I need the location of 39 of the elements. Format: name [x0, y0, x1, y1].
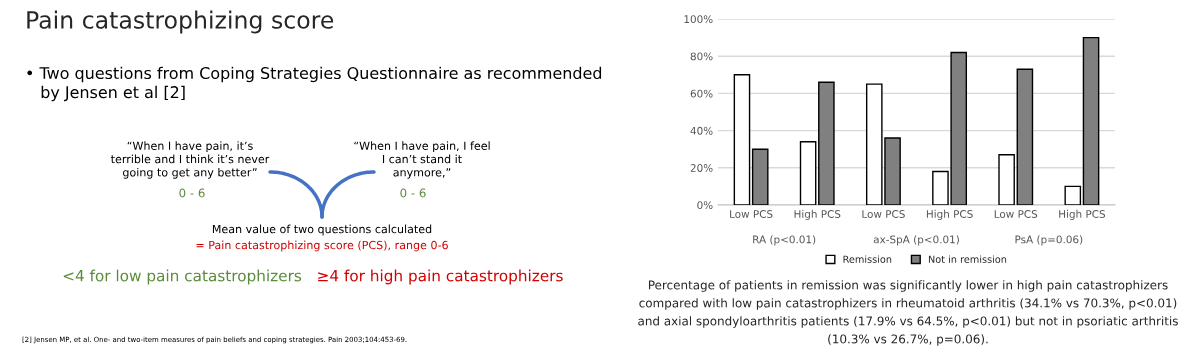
text: (10.3% vs 26.7%, p=0.06).	[828, 334, 988, 346]
text: = Pain catastrophizing score (PCS), range 0-6	[196, 240, 448, 252]
text: 0 - 6	[400, 188, 426, 198]
y-tick-label: 60%	[690, 89, 713, 98]
bar	[1016, 68, 1034, 205]
text: PsA (p=0.06)	[1015, 235, 1083, 246]
x-tick-label: Low PCS	[862, 210, 905, 218]
bar	[733, 74, 751, 205]
y-tick-label: 40%	[690, 126, 713, 135]
legend-label: Not in remission	[928, 255, 1007, 263]
y-tick-label: 20%	[690, 164, 713, 172]
text: Pain catastrophizing score	[27, 10, 334, 34]
text: <4 for low pain catastrophizers	[63, 269, 302, 285]
legend-label: Remission	[843, 255, 892, 263]
x-tick-label: High PCS	[926, 209, 973, 220]
bar	[1082, 36, 1100, 205]
text: ≥4 for high pain catastrophizers	[318, 269, 563, 285]
x-tick-label: Low PCS	[730, 210, 773, 218]
bar	[818, 81, 835, 205]
text: • Two questions from Coping Strategies Questionnaire as recommended by Jensen et al [2]	[27, 66, 602, 102]
text: “When I have pain, I feel I can’t stand it anymore,”	[354, 141, 490, 179]
bar	[799, 141, 817, 205]
text: RA (p<0.01)	[753, 235, 816, 246]
y-tick-label: 100%	[684, 15, 713, 24]
text: ax-SpA (p<0.01)	[873, 235, 959, 246]
y-tick-label: 0%	[697, 201, 713, 210]
x-tick-label: High PCS	[1059, 209, 1106, 220]
text: and axial spondyloarthritis patients (17.9% vs 64.5%, p<0.01) but not in psoriatic arthritis	[638, 316, 1178, 328]
bar	[751, 148, 769, 205]
text: Mean value of two questions calculated	[212, 224, 432, 236]
bar	[1064, 185, 1082, 205]
text: “When I have pain, it’s terrible and I think it’s never going to get any better”	[110, 141, 270, 179]
text: 0 - 6	[179, 188, 205, 198]
y-tick-label: 80%	[690, 52, 713, 61]
x-tick-label: Low PCS	[994, 210, 1038, 218]
text: compared with low pain catastrophizers in rheumatoid arthritis (34.1% vs 70.3%, p<0.01)	[639, 298, 1177, 310]
bar	[998, 154, 1015, 205]
x-tick-label: High PCS	[794, 209, 841, 220]
text: Percentage of patients in remission was significantly lower in high pain catastrophizers	[648, 280, 1168, 292]
